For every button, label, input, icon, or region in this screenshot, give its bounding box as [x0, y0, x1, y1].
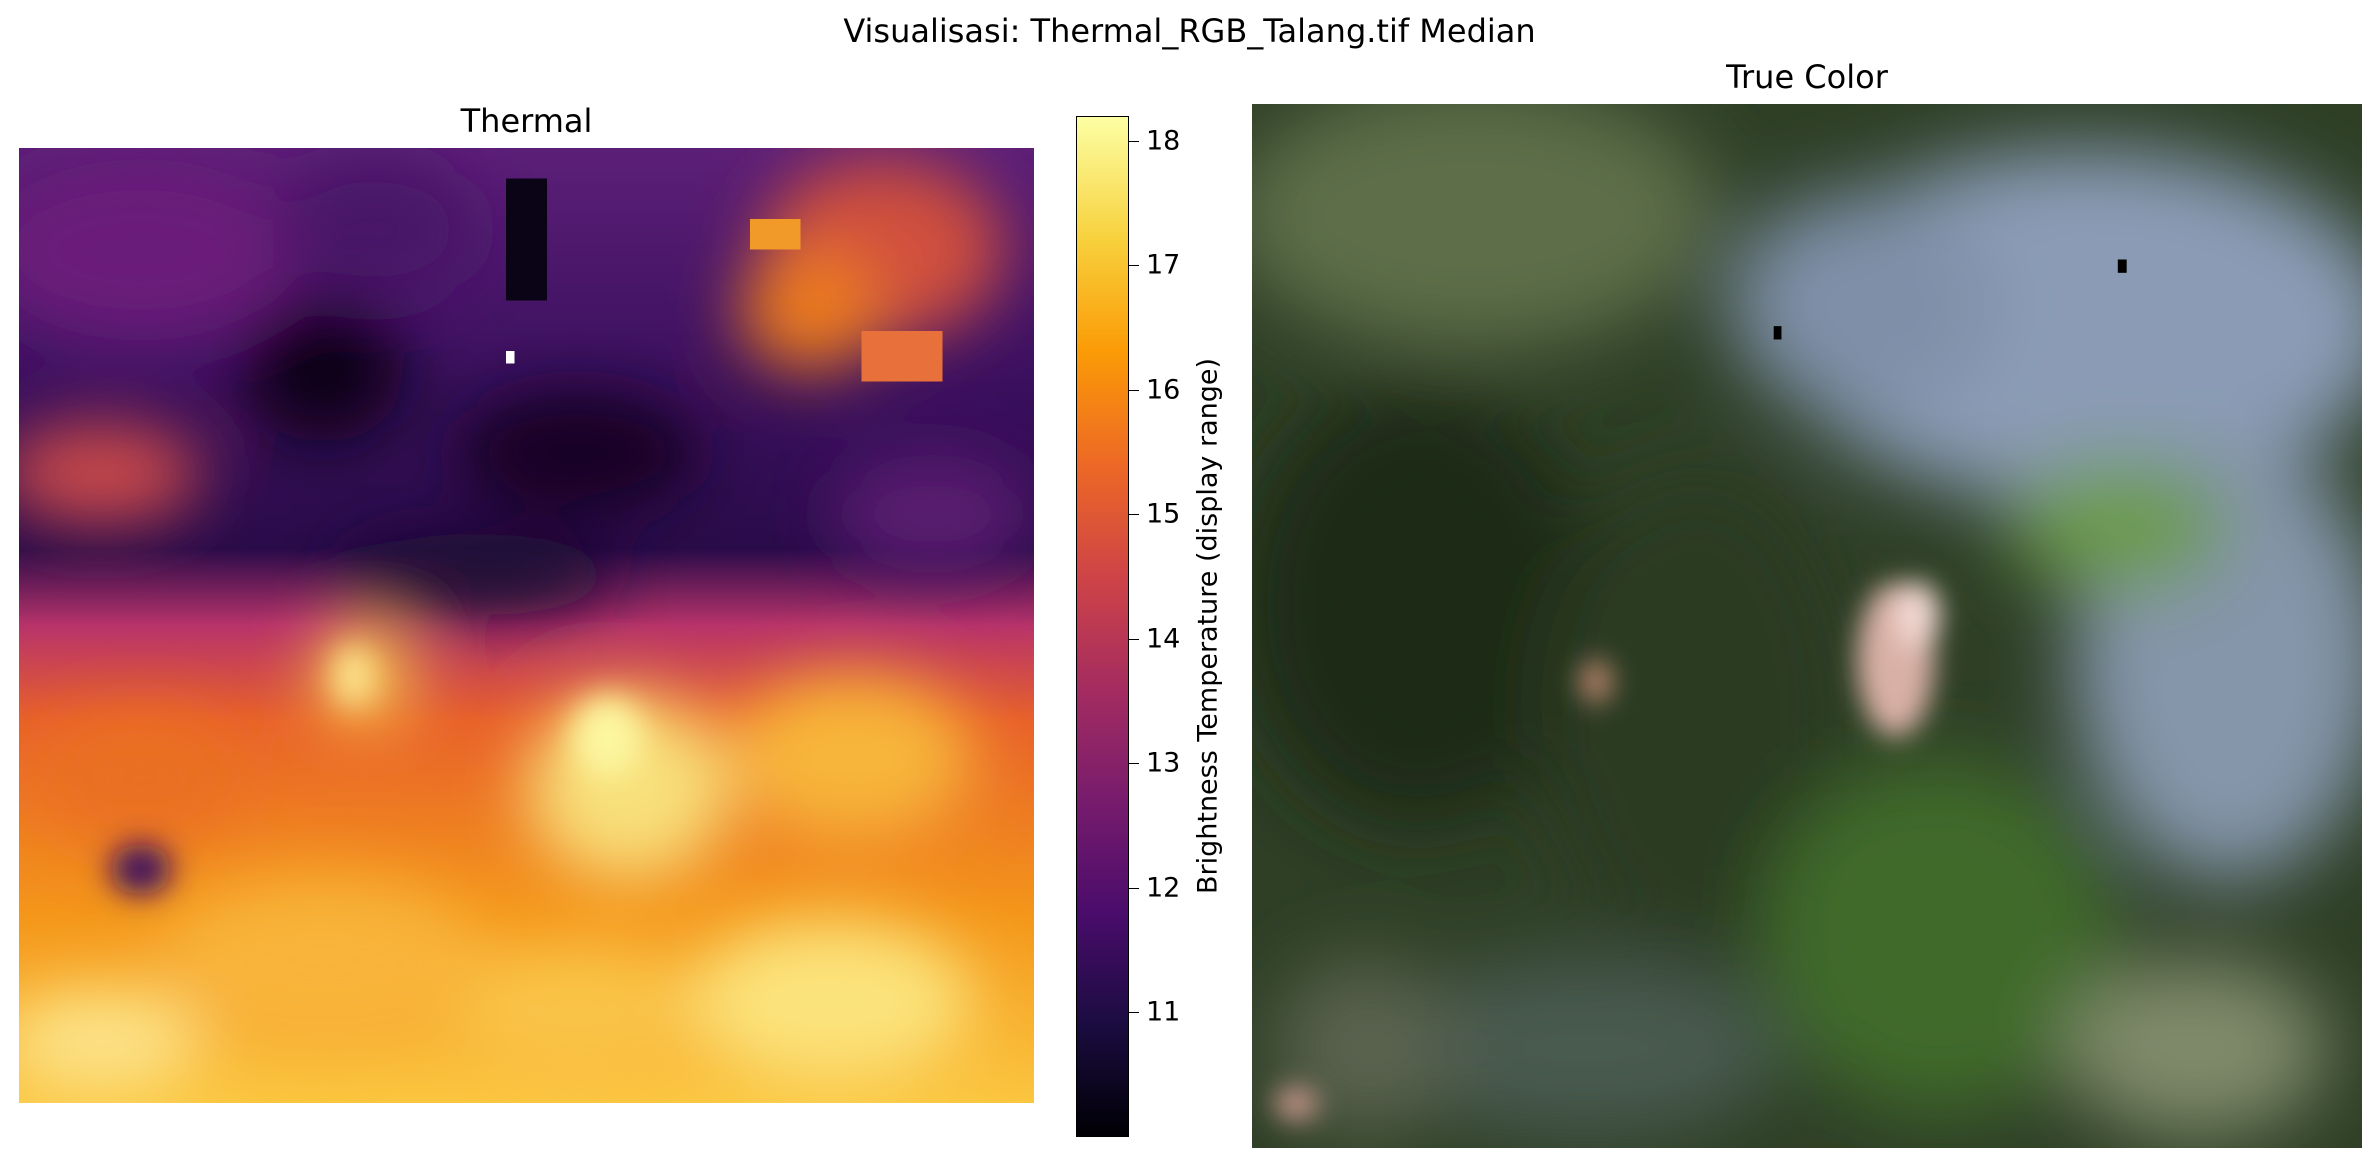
- colorbar-tick: [1129, 265, 1139, 267]
- colorbar-tick-label: 15: [1146, 498, 1181, 530]
- colorbar-tick-label: 11: [1146, 996, 1181, 1028]
- thermal-heatmap-image: [19, 148, 1034, 1103]
- colorbar-tick-label: 16: [1146, 374, 1181, 406]
- colorbar-tick-label: 13: [1146, 747, 1181, 779]
- colorbar-label: Brightness Temperature (display range): [1192, 357, 1224, 895]
- rgb-panel-title: True Color: [1726, 58, 1888, 96]
- thermal-panel-title: Thermal: [460, 102, 593, 140]
- figure-title: Visualisasi: Thermal_RGB_Talang.tif Medi…: [843, 12, 1536, 50]
- colorbar-tick-label: 18: [1146, 125, 1181, 157]
- colorbar-tick: [1129, 887, 1139, 889]
- colorbar-tick: [1129, 1012, 1139, 1014]
- true-color-satellite-image: [1252, 104, 2362, 1148]
- colorbar-tick-label: 12: [1146, 872, 1181, 904]
- colorbar-tick: [1129, 389, 1139, 391]
- colorbar-tick: [1129, 763, 1139, 765]
- colorbar-tick: [1129, 140, 1139, 142]
- colorbar: [1076, 116, 1129, 1137]
- colorbar-tick-label: 17: [1146, 249, 1181, 281]
- colorbar-tick-label: 14: [1146, 623, 1181, 655]
- colorbar-tick: [1129, 514, 1139, 516]
- colorbar-tick: [1129, 638, 1139, 640]
